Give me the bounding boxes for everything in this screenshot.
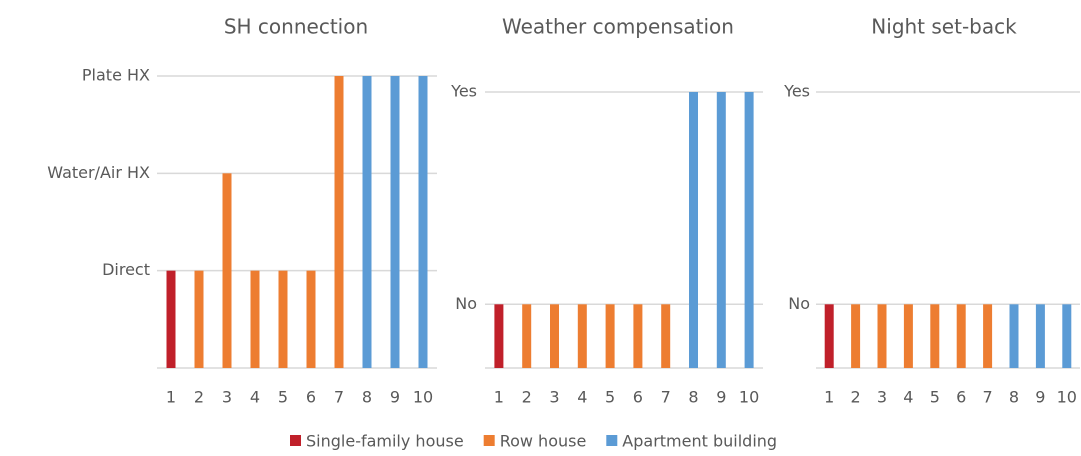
x-tick-label: 8: [362, 388, 372, 407]
bar: [744, 92, 754, 368]
legend-label: Apartment building: [622, 432, 777, 451]
y-tick-label: Water/Air HX: [47, 163, 150, 182]
y-tick-label: Direct: [102, 260, 150, 279]
bar: [605, 304, 615, 368]
x-tick-label: 5: [605, 388, 615, 407]
bar: [661, 304, 671, 368]
x-tick-label: 8: [688, 388, 698, 407]
x-tick-label: 9: [390, 388, 400, 407]
bar: [166, 270, 176, 368]
x-tick-label: 1: [166, 388, 176, 407]
x-tick-label: 7: [334, 388, 344, 407]
bar: [250, 270, 260, 368]
x-tick-label: 6: [306, 388, 316, 407]
bar: [716, 92, 726, 368]
bar: [877, 304, 887, 368]
y-tick-label: Yes: [783, 82, 810, 101]
bar: [930, 304, 940, 368]
x-tick-label: 1: [824, 388, 834, 407]
legend-swatch: [606, 435, 618, 446]
x-tick-label: 4: [250, 388, 260, 407]
bar: [362, 76, 372, 368]
bar: [1062, 304, 1072, 368]
legend-swatch: [483, 435, 495, 446]
x-tick-label: 9: [716, 388, 726, 407]
x-tick-label: 10: [739, 388, 759, 407]
legend-label: Single-family house: [306, 432, 464, 451]
legend-swatch: [290, 435, 301, 446]
bar: [983, 304, 993, 368]
bar: [222, 173, 232, 368]
chart-title: SH connection: [224, 15, 368, 39]
bar: [851, 304, 861, 368]
x-tick-label: 7: [983, 388, 993, 407]
bar: [824, 304, 834, 368]
x-tick-label: 10: [413, 388, 433, 407]
bar: [418, 76, 428, 368]
x-tick-label: 5: [930, 388, 940, 407]
legend-label: Row house: [500, 432, 587, 451]
bar: [522, 304, 532, 368]
x-tick-label: 2: [851, 388, 861, 407]
bar: [903, 304, 913, 368]
bar: [494, 304, 504, 368]
bar: [306, 270, 316, 368]
y-tick-label: Plate HX: [82, 66, 150, 85]
x-tick-label: 2: [194, 388, 204, 407]
bar: [334, 76, 344, 368]
x-tick-label: 8: [1009, 388, 1019, 407]
x-tick-label: 9: [1035, 388, 1045, 407]
bar: [689, 92, 698, 368]
x-tick-label: 3: [549, 388, 559, 407]
x-tick-label: 6: [956, 388, 966, 407]
bar: [577, 304, 587, 368]
x-tick-label: 5: [278, 388, 288, 407]
x-tick-label: 6: [633, 388, 643, 407]
bar: [194, 270, 204, 368]
chart-title: Weather compensation: [502, 15, 734, 39]
y-tick-label: Yes: [450, 82, 477, 101]
bar: [1035, 304, 1045, 368]
x-tick-label: 1: [494, 388, 504, 407]
x-tick-label: 3: [877, 388, 887, 407]
y-tick-label: No: [788, 294, 810, 313]
bar: [633, 304, 643, 368]
chart-title: Night set-back: [871, 15, 1017, 39]
bar: [1009, 304, 1019, 368]
y-tick-label: No: [455, 294, 477, 313]
x-tick-label: 2: [522, 388, 532, 407]
x-tick-label: 7: [661, 388, 671, 407]
bar: [390, 76, 400, 368]
x-tick-label: 4: [903, 388, 913, 407]
x-tick-label: 4: [577, 388, 587, 407]
bar: [550, 304, 559, 368]
bar: [956, 304, 966, 368]
bar: [278, 270, 288, 368]
x-tick-label: 3: [222, 388, 232, 407]
x-tick-label: 10: [1057, 388, 1077, 407]
